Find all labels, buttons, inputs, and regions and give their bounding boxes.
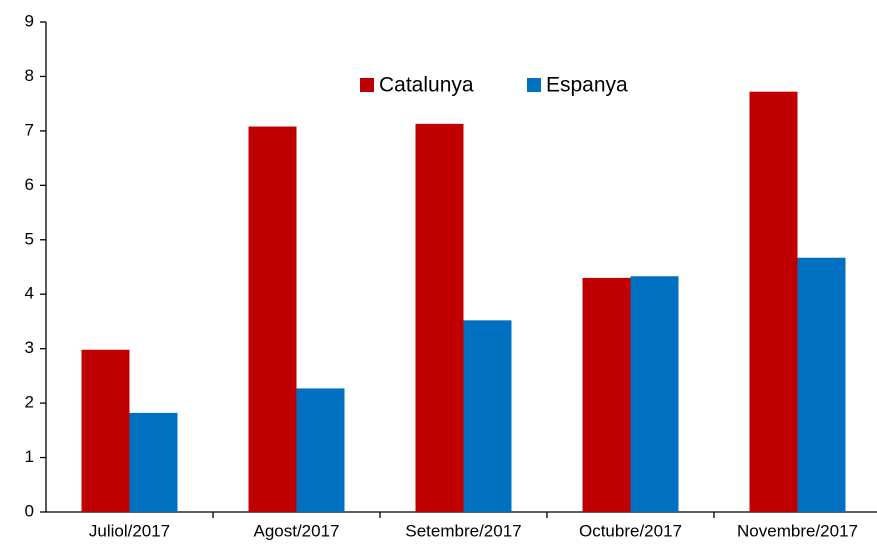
- legend-swatch: [527, 78, 541, 92]
- y-tick-label: 8: [25, 66, 34, 85]
- y-tick-label: 5: [25, 229, 34, 248]
- y-tick-label: 6: [25, 175, 34, 194]
- y-tick-label: 9: [25, 11, 34, 30]
- legend-label: Espanya: [546, 74, 628, 97]
- bar: [248, 126, 297, 513]
- x-tick-label: Setembre/2017: [405, 521, 521, 540]
- x-tick-label: Novembre/2017: [737, 521, 858, 540]
- bar: [582, 277, 631, 512]
- y-tick-label: 0: [25, 501, 34, 520]
- bar: [415, 123, 464, 513]
- legend-swatch: [360, 78, 374, 92]
- y-tick-label: 1: [25, 447, 34, 466]
- bar: [463, 320, 512, 512]
- bar: [630, 276, 679, 512]
- bar: [296, 388, 345, 512]
- bar: [797, 257, 846, 512]
- x-tick-label: Juliol/2017: [89, 521, 170, 540]
- bar: [81, 349, 130, 512]
- y-tick-label: 2: [25, 393, 34, 412]
- y-tick-label: 3: [25, 338, 34, 357]
- x-tick-label: Agost/2017: [253, 521, 339, 540]
- x-tick-label: Octubre/2017: [579, 521, 682, 540]
- bar: [749, 91, 798, 512]
- y-tick-label: 4: [25, 284, 34, 303]
- legend-label: Catalunya: [379, 74, 474, 97]
- y-tick-label: 7: [25, 120, 34, 139]
- bar: [129, 412, 178, 512]
